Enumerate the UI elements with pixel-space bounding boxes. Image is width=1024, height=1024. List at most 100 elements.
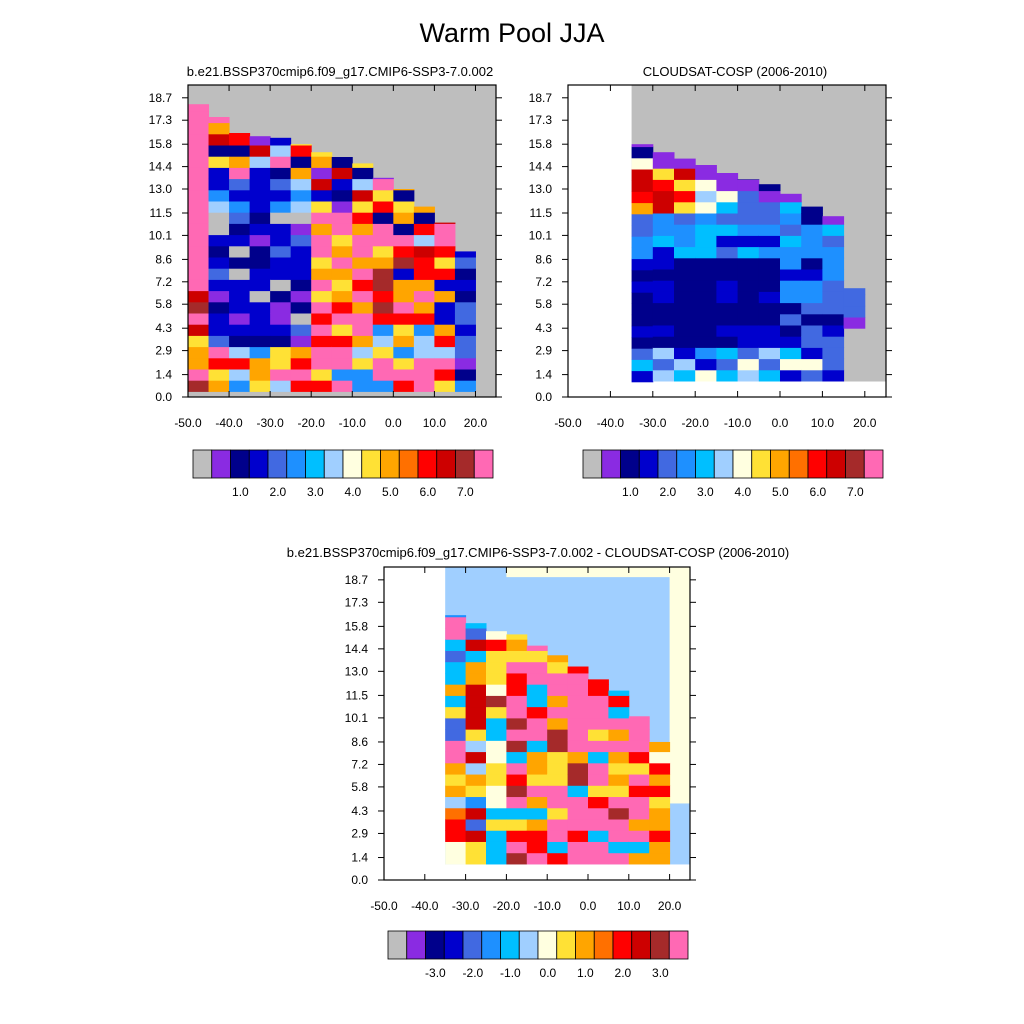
panel-2-cell [801,358,823,371]
panel-1-cell [331,167,353,180]
panel-3-cell [628,716,650,719]
colorbar-3-box [518,930,539,960]
panel-1-cell [270,290,292,303]
panel-3-cell [649,741,671,753]
x-tick-label: -40.0 [411,899,439,913]
panel-1-cell [188,324,210,336]
y-tick-label: 13.0 [149,182,173,196]
colorbar-3-box [462,930,483,960]
y-tick-label: 18.7 [149,91,173,105]
panel-3-cell [547,729,569,741]
panel-1-cell [270,137,292,146]
colorbar-3-label: 0.0 [540,966,557,980]
panel-1-cell [229,335,251,348]
panel-1-cell [413,369,435,381]
panel-3-cell [547,661,569,674]
panel-1-cell [331,223,353,236]
colorbar-2-label: 2.0 [660,485,677,499]
panel-2-cell [801,369,823,382]
colorbar-1-box [398,449,419,479]
panel-2-cell [801,257,823,270]
panel-2-cell [737,358,760,371]
panel-1-cell [372,178,394,191]
y-tick-label: 4.3 [351,804,368,818]
y-tick-label: 1.4 [351,851,368,865]
panel-3-cell [526,830,548,842]
panel-3-cell [506,830,528,842]
panel-2-cell [780,291,802,304]
panel-2-cell [801,313,823,326]
panel-1-cell [229,167,251,180]
panel-2-cell [758,302,781,315]
panel-1-cell [372,268,394,280]
panel-3-cell [465,627,487,640]
panel-3-cell [486,650,507,663]
panel-2-cell [652,325,675,337]
panel-3-cell [486,639,507,651]
panel-3-cell [608,830,630,842]
panel-3-cell [526,852,548,865]
panel-1-cell [249,257,271,269]
panel-2-cell [822,336,845,348]
panel-2-cell [801,291,823,304]
panel-2-cell [631,348,654,360]
x-tick-label: 0.0 [385,416,402,430]
panel-1-cell [208,301,230,314]
panel-2-cell [780,257,802,270]
panel-2-cell [758,369,781,382]
panel-3-cell [526,706,548,719]
panel-1-cell [208,245,230,258]
colorbar-1-label: 5.0 [382,485,399,499]
panel-2-cell [737,179,760,180]
panel-1-cell [270,189,292,202]
panel-1-cell [393,257,415,269]
panel-1-cell [393,201,415,213]
panel-2-cell [652,302,675,315]
panel-1-cell [372,234,394,247]
panel-1-cell [372,335,394,348]
panel-1-cell [331,335,353,348]
y-tick-label: 5.8 [535,297,552,311]
panel-1-cell [434,290,456,303]
colorbar-2-box [807,449,828,479]
panel-3-cell [486,684,507,696]
panel-1-cell [270,279,292,292]
panel-3-cell [608,690,630,696]
colorbar-3-label: 2.0 [615,966,632,980]
panel-1-cell [188,290,210,303]
panel-3-cell [445,615,467,618]
panel-1-cell [454,279,476,292]
panel-2-cell [652,269,675,281]
panel-1-cell [290,335,312,348]
panel-3-cell [486,796,507,809]
panel-2-cell [780,313,802,326]
panel-2-cell [822,257,845,270]
panel-1-cell [208,257,230,269]
panel-3-cell [506,785,528,798]
panel-3-cell [526,661,548,674]
panel-2-cell [737,179,760,192]
panel-3-cell [547,695,569,708]
panel-2-cell [737,224,760,236]
panel-1-cell [393,245,415,258]
panel-1-cell [208,335,230,348]
panel-1-cell [311,290,333,303]
panel-1-cell [270,245,292,258]
colorbar-3-box [556,930,576,960]
panel-2-cell [737,246,760,259]
panel-1-cell [311,369,333,381]
panel-3-cell [506,706,528,719]
panel-3-cell [526,695,548,708]
panel-2-cell [716,269,739,281]
panel-1-cell [229,189,251,202]
panel-1-cell [434,301,456,314]
y-tick-label: 0.0 [155,390,172,404]
panel-1-cell [331,279,353,292]
panel-2-cell [737,201,760,214]
colorbar-3-box [537,930,558,960]
panel-2-cell [695,246,717,259]
panel-1-cell [393,380,415,392]
panel-2-cell [780,302,802,315]
panel-1-cell [229,346,251,359]
panel-2-cell [716,302,739,315]
